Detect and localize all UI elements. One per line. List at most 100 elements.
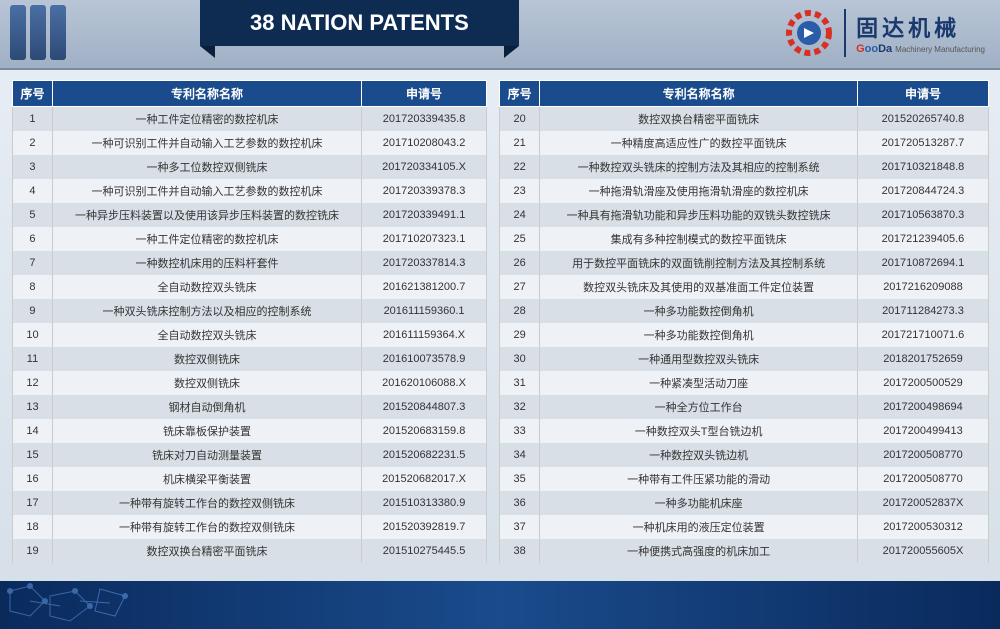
table-row: 16机床横梁平衡装置201520682017.X	[13, 467, 487, 491]
cell-name: 一种工件定位精密的数控机床	[52, 107, 361, 132]
table-row: 6一种工件定位精密的数控机床201710207323.1	[13, 227, 487, 251]
cell-app: 201720337814.3	[362, 251, 487, 275]
cell-app: 201720052837X	[857, 491, 988, 515]
cell-num: 22	[500, 155, 540, 179]
cell-name: 一种带有旋转工作台的数控双侧铣床	[52, 491, 361, 515]
cell-num: 4	[13, 179, 53, 203]
logo-text: 固达机械 GooDaMachinery Manufacturing	[856, 11, 985, 55]
cell-name: 一种异步压料装置以及使用该异步压料装置的数控铣床	[52, 203, 361, 227]
cell-app: 201621381200.7	[362, 275, 487, 299]
cell-app: 2017200499413	[857, 419, 988, 443]
table-row: 22一种数控双头铣床的控制方法及其相应的控制系统201710321848.8	[500, 155, 989, 179]
cell-num: 19	[13, 539, 53, 563]
cell-num: 30	[500, 347, 540, 371]
cell-num: 21	[500, 131, 540, 155]
cell-name: 一种数控机床用的压料杆套件	[52, 251, 361, 275]
col-header-app: 申请号	[362, 81, 487, 107]
gear-icon	[784, 8, 834, 58]
cell-num: 18	[13, 515, 53, 539]
table-row: 31一种紧凑型活动刀座2017200500529	[500, 371, 989, 395]
table-row: 11数控双侧铣床201610073578.9	[13, 347, 487, 371]
decor-bars	[10, 5, 66, 60]
col-header-app: 申请号	[857, 81, 988, 107]
cell-num: 20	[500, 107, 540, 132]
cell-name: 一种多功能机床座	[540, 491, 858, 515]
cell-num: 2	[13, 131, 53, 155]
cell-app: 201720334105.X	[362, 155, 487, 179]
cell-num: 16	[13, 467, 53, 491]
cell-name: 数控双侧铣床	[52, 371, 361, 395]
cell-app: 201611159364.X	[362, 323, 487, 347]
table-row: 15铣床对刀自动测量装置201520682231.5	[13, 443, 487, 467]
table-row: 30一种通用型数控双头铣床2018201752659	[500, 347, 989, 371]
cell-app: 201520682231.5	[362, 443, 487, 467]
table-row: 17一种带有旋转工作台的数控双侧铣床201510313380.9	[13, 491, 487, 515]
cell-num: 10	[13, 323, 53, 347]
cell-app: 201520392819.7	[362, 515, 487, 539]
cell-name: 一种带有工件压紧功能的滑动	[540, 467, 858, 491]
table-row: 29一种多功能数控倒角机201721710071.6	[500, 323, 989, 347]
cell-name: 钢材自动倒角机	[52, 395, 361, 419]
cell-app: 2018201752659	[857, 347, 988, 371]
cell-app: 201710563870.3	[857, 203, 988, 227]
cell-app: 201711284273.3	[857, 299, 988, 323]
cell-num: 7	[13, 251, 53, 275]
cell-app: 201720339378.3	[362, 179, 487, 203]
col-header-num: 序号	[13, 81, 53, 107]
cell-app: 201611159360.1	[362, 299, 487, 323]
table-row: 20数控双换台精密平面铣床201520265740.8	[500, 107, 989, 132]
cell-app: 201720055605X	[857, 539, 988, 563]
content-area: 序号 专利名称名称 申请号 1一种工件定位精密的数控机床201720339435…	[0, 70, 1000, 563]
cell-num: 13	[13, 395, 53, 419]
table-row: 14铣床靠板保护装置201520683159.8	[13, 419, 487, 443]
cell-name: 一种多功能数控倒角机	[540, 299, 858, 323]
table-row: 35一种带有工件压紧功能的滑动2017200508770	[500, 467, 989, 491]
cell-app: 201710208043.2	[362, 131, 487, 155]
cell-num: 6	[13, 227, 53, 251]
col-header-num: 序号	[500, 81, 540, 107]
table-row: 25集成有多种控制模式的数控平面铣床201721239405.6	[500, 227, 989, 251]
cell-name: 一种带有旋转工作台的数控双侧铣床	[52, 515, 361, 539]
cell-name: 数控双换台精密平面铣床	[52, 539, 361, 563]
header-bar: 38 NATION PATENTS 固达机械 GooDaMachinery Ma…	[0, 0, 1000, 70]
cell-name: 数控双头铣床及其使用的双基准面工件定位装置	[540, 275, 858, 299]
cell-name: 一种可识别工件并自动输入工艺参数的数控机床	[52, 131, 361, 155]
cell-app: 201610073578.9	[362, 347, 487, 371]
cell-app: 201710207323.1	[362, 227, 487, 251]
cell-name: 一种拖滑轨滑座及使用拖滑轨滑座的数控机床	[540, 179, 858, 203]
cell-num: 23	[500, 179, 540, 203]
patent-table-right: 序号 专利名称名称 申请号 20数控双换台精密平面铣床201520265740.…	[499, 80, 989, 563]
cell-app: 201520844807.3	[362, 395, 487, 419]
cell-app: 2017200498694	[857, 395, 988, 419]
cell-app: 201510275445.5	[362, 539, 487, 563]
cell-name: 机床横梁平衡装置	[52, 467, 361, 491]
table-row: 38一种便携式高强度的机床加工201720055605X	[500, 539, 989, 563]
table-row: 10全自动数控双头铣床201611159364.X	[13, 323, 487, 347]
cell-num: 17	[13, 491, 53, 515]
cell-name: 一种数控双头T型台铣边机	[540, 419, 858, 443]
cell-app: 2017200508770	[857, 443, 988, 467]
cell-app: 201710872694.1	[857, 251, 988, 275]
logo-area: 固达机械 GooDaMachinery Manufacturing	[784, 8, 985, 58]
cell-app: 201720844724.3	[857, 179, 988, 203]
cell-num: 37	[500, 515, 540, 539]
cell-num: 24	[500, 203, 540, 227]
patent-table-left: 序号 专利名称名称 申请号 1一种工件定位精密的数控机床201720339435…	[12, 80, 487, 563]
cell-num: 25	[500, 227, 540, 251]
cell-num: 31	[500, 371, 540, 395]
cell-num: 27	[500, 275, 540, 299]
table-row: 33一种数控双头T型台铣边机2017200499413	[500, 419, 989, 443]
cell-name: 一种具有拖滑轨功能和异步压料功能的双铣头数控铣床	[540, 203, 858, 227]
table-row: 18一种带有旋转工作台的数控双侧铣床201520392819.7	[13, 515, 487, 539]
footer-decor	[0, 581, 1000, 629]
cell-num: 15	[13, 443, 53, 467]
table-row: 2一种可识别工件并自动输入工艺参数的数控机床201710208043.2	[13, 131, 487, 155]
cell-num: 28	[500, 299, 540, 323]
cell-app: 2017200508770	[857, 467, 988, 491]
cell-name: 一种紧凑型活动刀座	[540, 371, 858, 395]
table-row: 36一种多功能机床座201720052837X	[500, 491, 989, 515]
table-row: 5一种异步压料装置以及使用该异步压料装置的数控铣床201720339491.1	[13, 203, 487, 227]
table-row: 34一种数控双头铣边机2017200508770	[500, 443, 989, 467]
cell-num: 9	[13, 299, 53, 323]
cell-app: 2017200500529	[857, 371, 988, 395]
